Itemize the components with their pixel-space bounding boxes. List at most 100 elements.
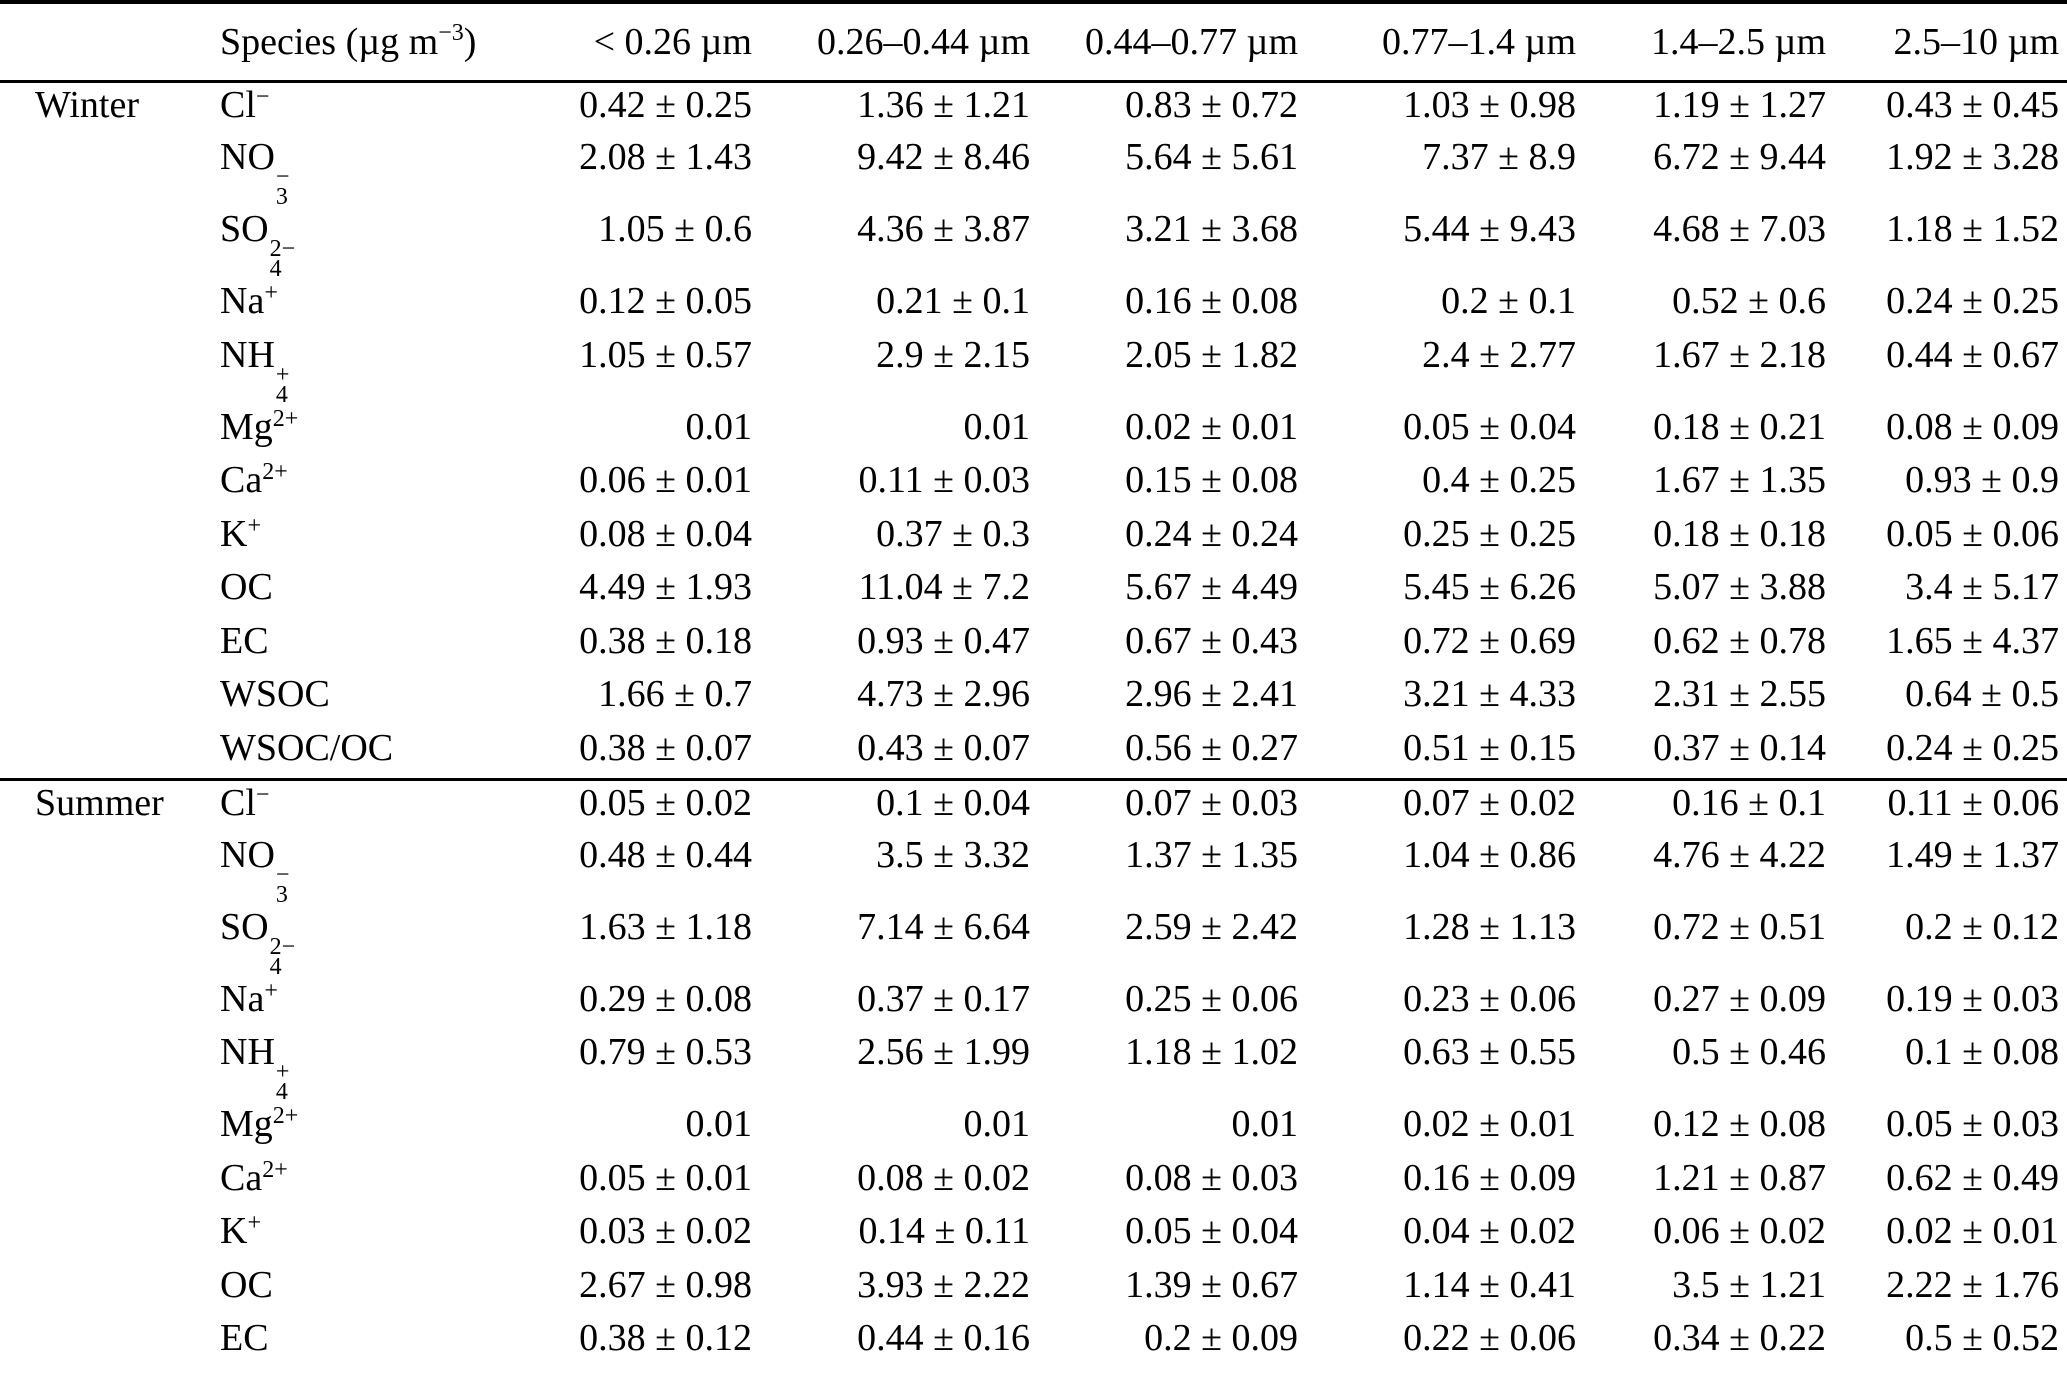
value-cell: 0.48 ± 0.44 [579, 833, 752, 876]
species-label: Cl− [185, 82, 515, 136]
value-cell: 0.18 ± 0.18 [1653, 512, 1826, 555]
season-label [0, 1316, 185, 1370]
species-label: SO 2− 4 [185, 905, 515, 979]
species-superscript: 2+ [262, 459, 288, 485]
species-superscript: + [275, 1059, 290, 1085]
species-subscript: 4 [269, 256, 282, 282]
table-row: EC 0.38 ± 0.18 0.93 ± 0.47 0.67 ± 0.43 0.72 … [0, 619, 2067, 673]
species-header-superscript: −3 [438, 20, 464, 46]
value-cell: 0.93 ± 0.47 [857, 619, 1030, 662]
table-row: Na+ 0.12 ± 0.05 0.21 ± 0.1 0.16 ± 0.08 0.2 ±… [0, 279, 2067, 333]
table-row: Ca2+ 0.06 ± 0.01 0.11 ± 0.03 0.15 ± 0.08 0.4… [0, 458, 2067, 512]
value-cell: 0.27 ± 0.09 [1653, 977, 1826, 1020]
value-cell: 0.05 ± 0.02 [515, 777, 760, 833]
species-label: EC [185, 619, 515, 673]
value-cell: 4.68 ± 7.03 [1653, 208, 1826, 250]
value-cell: 0.72 ± 0.69 [1403, 619, 1576, 662]
table-row: OC 2.67 ± 0.98 3.93 ± 2.22 1.39 ± 0.67 1.14 … [0, 1263, 2067, 1317]
species-base: NH [220, 333, 275, 376]
value-cell: 0.72 ± 0.51 [1653, 905, 1826, 948]
value-cell: 0.37 ± 0.17 [857, 977, 1030, 1020]
species-label: Mg2+ [185, 405, 515, 459]
value-cell: 0.08 ± 0.04 [579, 512, 752, 555]
species-column-header: Species (µg m−3) [185, 2, 515, 83]
value-cell: 0.22 ± 0.06 [1403, 1317, 1576, 1359]
species-label: WSOC/OC [185, 726, 515, 780]
value-cell: 0.25 ± 0.25 [1403, 512, 1576, 555]
species-scripts: +4 [275, 1059, 290, 1104]
species-base: K [220, 1210, 248, 1252]
col-header-bin-4: 0.77–1.4 µm [1306, 2, 1584, 83]
col-header-bin-5: 1.4–2.5 µm [1584, 2, 1834, 83]
value-cell: 0.57 ± 0.18 [1584, 1370, 1834, 1376]
value-cell: 1.65 ± 4.37 [1886, 619, 2059, 662]
species-superscript: 2+ [272, 405, 299, 432]
value-cell: 0.5 ± 0.46 [1672, 1031, 1826, 1073]
season-label [0, 833, 185, 905]
species-base: Mg [220, 405, 273, 448]
value-cell: 0.93 ± 0.9 [1905, 459, 2059, 501]
value-cell: 0.43 ± 0.45 [1886, 84, 2059, 126]
value-cell: 1.14 ± 0.41 [1403, 1263, 1576, 1306]
species-label: Ca2+ [185, 1156, 515, 1210]
header-row: Species (µg m−3) < 0.26 µm 0.26–0.44 µm … [0, 2, 2067, 83]
value-cell: 0.16 ± 0.08 [1125, 280, 1298, 322]
species-label: OC [185, 565, 515, 619]
value-cell: 3.93 ± 2.22 [857, 1263, 1030, 1306]
species-label: Mg2+ [185, 1102, 515, 1156]
value-cell: 0.01 [1231, 1103, 1299, 1145]
value-cell: 0.33 ± 0.21 [1306, 1370, 1584, 1376]
season-label [0, 726, 185, 780]
value-cell: 4.49 ± 1.93 [579, 566, 752, 608]
season-label [0, 905, 185, 977]
species-superscript: + [247, 512, 261, 539]
value-cell: 0.63 ± 0.55 [1403, 1031, 1576, 1073]
value-cell: 0.01 [963, 405, 1031, 448]
value-cell: 0.02 ± 0.01 [1403, 1103, 1576, 1145]
species-base: NO [220, 136, 275, 178]
value-cell: 2.08 ± 1.43 [579, 136, 752, 178]
value-cell: 0.2 ± 0.12 [1905, 905, 2059, 948]
value-cell: 1.27 ± 0.86 [760, 1370, 1038, 1376]
value-cell: 0.07 ± 0.02 [1306, 777, 1584, 833]
value-cell: 0.38 ± 0.18 [579, 619, 752, 662]
species-base: Mg [220, 1103, 273, 1145]
species-base: Ca [220, 1156, 263, 1199]
value-cell: 0.1 ± 0.04 [760, 777, 1038, 833]
species-label: NO −3 [185, 833, 515, 907]
season-label [0, 279, 185, 333]
season-label [0, 619, 185, 673]
season-label [0, 135, 185, 207]
species-base: Cl [220, 84, 256, 126]
value-cell: 1.67 ± 1.35 [1653, 459, 1826, 501]
species-scripts: 2− 4 [269, 236, 296, 282]
value-cell: 3.21 ± 3.68 [1125, 208, 1298, 250]
value-cell: 0.11 ± 0.03 [858, 459, 1030, 501]
value-cell: 0.01 [963, 1103, 1031, 1145]
species-header-suffix: ) [463, 21, 477, 63]
table-row: NO −3 2.08 ± 1.43 9.42 ± 8.46 5.64 ± 5.61 7.3… [0, 135, 2067, 209]
value-cell: 0.29 ± 0.08 [579, 977, 752, 1020]
species-base: WSOC/OC [220, 726, 394, 769]
value-cell: 3.5 ± 3.32 [876, 833, 1030, 876]
table-row: SO 2− 4 1.63 ± 1.18 7.14 ± 6.64 2.59 ± 2.42 1.… [0, 905, 2067, 979]
table-row: Na+ 0.29 ± 0.08 0.37 ± 0.17 0.25 ± 0.06 0.23… [0, 977, 2067, 1031]
season-label [0, 1030, 185, 1102]
species-base: Ca [220, 459, 263, 501]
table-row: OC 4.49 ± 1.93 11.04 ± 7.2 5.67 ± 4.49 5.45 … [0, 565, 2067, 619]
value-cell: 0.83 ± 0.72 [1125, 84, 1298, 126]
value-cell: 1.92 ± 3.28 [1886, 136, 2059, 178]
season-label: Winter [35, 84, 139, 126]
value-cell: 0.37 ± 0.3 [876, 512, 1030, 555]
value-cell: 2.67 ± 0.98 [579, 1263, 752, 1306]
section-summer: Summer Cl− 0.05 ± 0.02 0.1 ± 0.04 0.07 ± 0.0… [0, 777, 2067, 1376]
table-row: Mg2+ 0.01 0.01 0.02 ± 0.01 0.05 ± 0.04 0.18 ±… [0, 405, 2067, 459]
col-header-bin-6: 2.5–10 µm [1834, 2, 2067, 83]
value-cell: 0.51 ± 0.15 [1403, 726, 1576, 769]
species-superscript: 2− [269, 236, 296, 262]
value-cell: 7.37 ± 8.9 [1422, 136, 1576, 178]
value-cell: 0.34 ± 0.22 [1653, 1317, 1826, 1359]
value-cell: 0.21 ± 0.1 [876, 280, 1030, 322]
